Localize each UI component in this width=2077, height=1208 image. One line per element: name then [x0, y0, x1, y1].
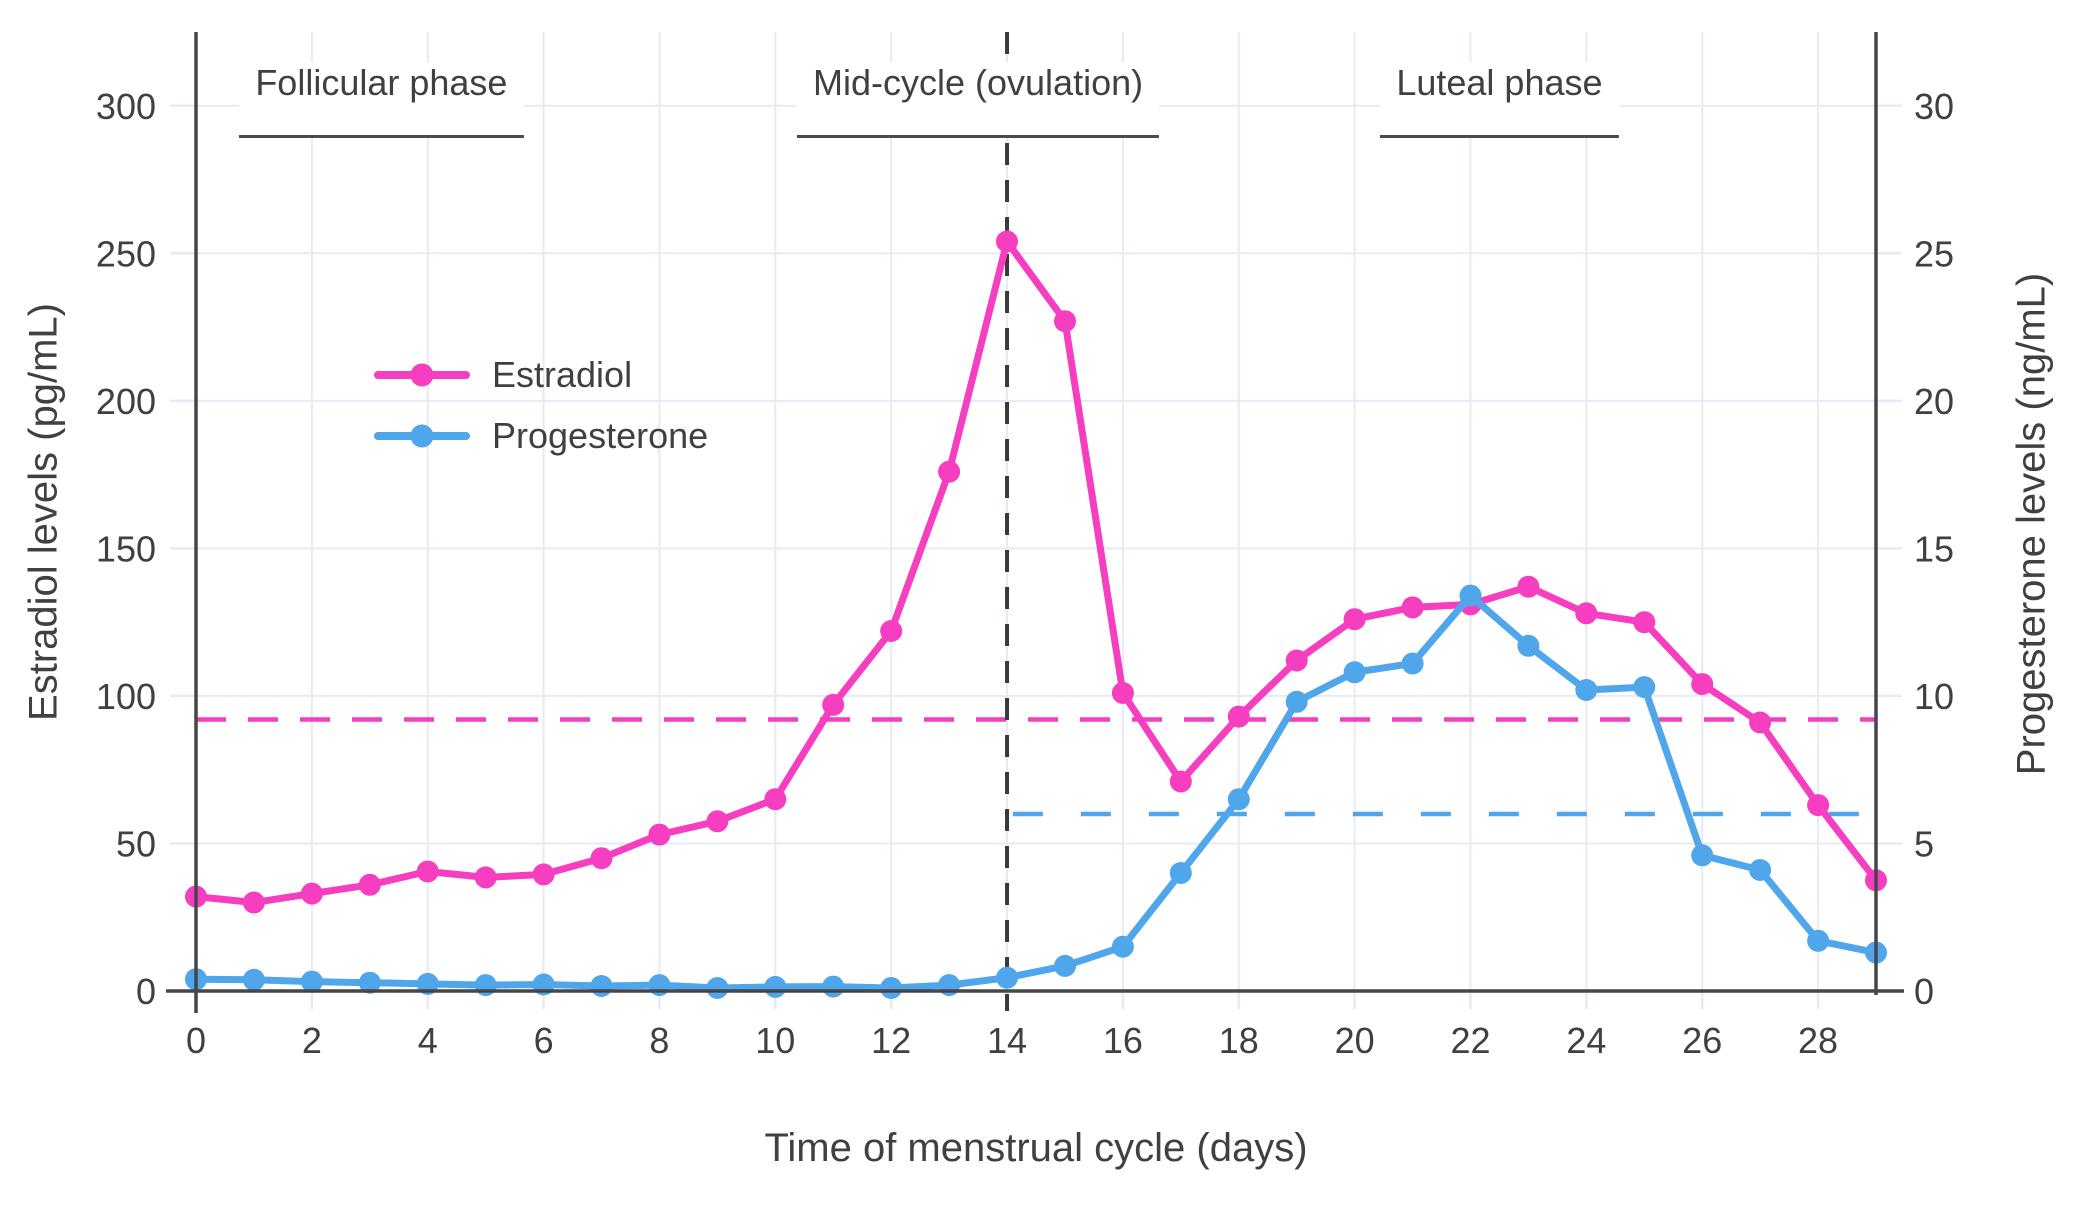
legend-item-progesterone: Progesterone: [374, 405, 708, 466]
svg-text:0: 0: [136, 971, 156, 1012]
progesterone-dot-icon: [410, 424, 434, 447]
svg-text:10: 10: [1914, 676, 1954, 717]
right-y-axis-title: Progesterone levels (ng/mL): [2009, 272, 2054, 776]
x-axis-title: Time of menstrual cycle (days): [764, 1126, 1308, 1170]
svg-text:0: 0: [186, 1020, 206, 1061]
legend-item-estradiol: Estradiol: [374, 344, 708, 405]
svg-text:150: 150: [96, 528, 156, 569]
svg-text:4: 4: [418, 1020, 438, 1061]
legend-label-estradiol: Estradiol: [492, 353, 633, 395]
svg-text:2: 2: [302, 1020, 322, 1061]
svg-text:24: 24: [1566, 1020, 1606, 1061]
svg-text:20: 20: [1335, 1020, 1375, 1061]
svg-text:5: 5: [1914, 823, 1934, 864]
svg-text:14: 14: [987, 1020, 1027, 1061]
svg-text:200: 200: [96, 381, 156, 422]
svg-text:300: 300: [96, 86, 156, 127]
left-y-axis-title: Estradiol levels (pg/mL): [21, 303, 66, 721]
svg-text:50: 50: [116, 823, 156, 864]
phase-label-luteal: Luteal phase: [1380, 62, 1619, 139]
svg-text:250: 250: [96, 233, 156, 274]
svg-text:22: 22: [1450, 1020, 1490, 1061]
svg-text:28: 28: [1798, 1020, 1838, 1061]
svg-text:10: 10: [755, 1020, 795, 1061]
svg-text:26: 26: [1682, 1020, 1722, 1061]
svg-text:12: 12: [871, 1020, 911, 1061]
svg-text:25: 25: [1914, 233, 1954, 274]
phase-label-follicular: Follicular phase: [239, 62, 524, 139]
svg-text:16: 16: [1103, 1020, 1143, 1061]
svg-text:15: 15: [1914, 528, 1954, 569]
svg-text:8: 8: [649, 1020, 669, 1061]
legend-label-progesterone: Progesterone: [492, 414, 709, 456]
svg-text:100: 100: [96, 676, 156, 717]
estradiol-line-marker-icon: [374, 363, 470, 386]
legend: Estradiol Progesterone: [374, 344, 708, 466]
svg-text:0: 0: [1914, 971, 1934, 1012]
svg-text:18: 18: [1219, 1020, 1259, 1061]
svg-text:20: 20: [1914, 381, 1954, 422]
svg-text:30: 30: [1914, 86, 1954, 127]
progesterone-line-marker-icon: [374, 424, 470, 447]
phase-label-midcycle: Mid-cycle (ovulation): [797, 62, 1160, 139]
svg-text:6: 6: [534, 1020, 554, 1061]
estradiol-dot-icon: [410, 363, 434, 386]
